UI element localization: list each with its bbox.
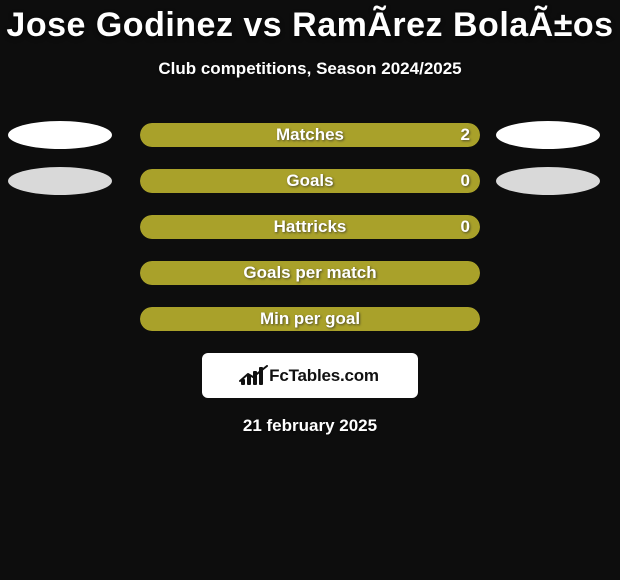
stats-infographic: Jose Godinez vs RamÃ­rez BolaÃ±os Club c… xyxy=(0,0,620,580)
logo-bar xyxy=(247,375,251,385)
bar-track: Goals per match xyxy=(140,261,480,285)
stat-row: Goals 0 xyxy=(0,169,620,193)
bar-fill xyxy=(140,261,480,285)
stat-row: Min per goal xyxy=(0,307,620,331)
bar-track: Matches 2 xyxy=(140,123,480,147)
logo-bar xyxy=(259,367,263,385)
right-ellipse xyxy=(496,121,600,149)
bar-fill xyxy=(140,123,480,147)
page-subtitle: Club competitions, Season 2024/2025 xyxy=(0,59,620,79)
stat-rows: Matches 2 Goals 0 Hattricks 0 xyxy=(0,123,620,331)
bar-fill xyxy=(140,307,480,331)
bar-track: Hattricks 0 xyxy=(140,215,480,239)
brand-logo: FcTables.com xyxy=(202,353,418,398)
bar-fill xyxy=(140,215,480,239)
right-ellipse xyxy=(496,167,600,195)
stat-row: Matches 2 xyxy=(0,123,620,147)
bar-track: Min per goal xyxy=(140,307,480,331)
stat-row: Hattricks 0 xyxy=(0,215,620,239)
logo-bar xyxy=(253,371,257,385)
logo-bar xyxy=(241,379,245,385)
bar-track: Goals 0 xyxy=(140,169,480,193)
brand-name: FcTables.com xyxy=(269,366,379,386)
footer-date: 21 february 2025 xyxy=(0,416,620,436)
bar-fill xyxy=(140,169,480,193)
page-title: Jose Godinez vs RamÃ­rez BolaÃ±os xyxy=(0,6,620,45)
stat-row: Goals per match xyxy=(0,261,620,285)
bar-chart-icon xyxy=(241,367,263,385)
left-ellipse xyxy=(8,121,112,149)
left-ellipse xyxy=(8,167,112,195)
